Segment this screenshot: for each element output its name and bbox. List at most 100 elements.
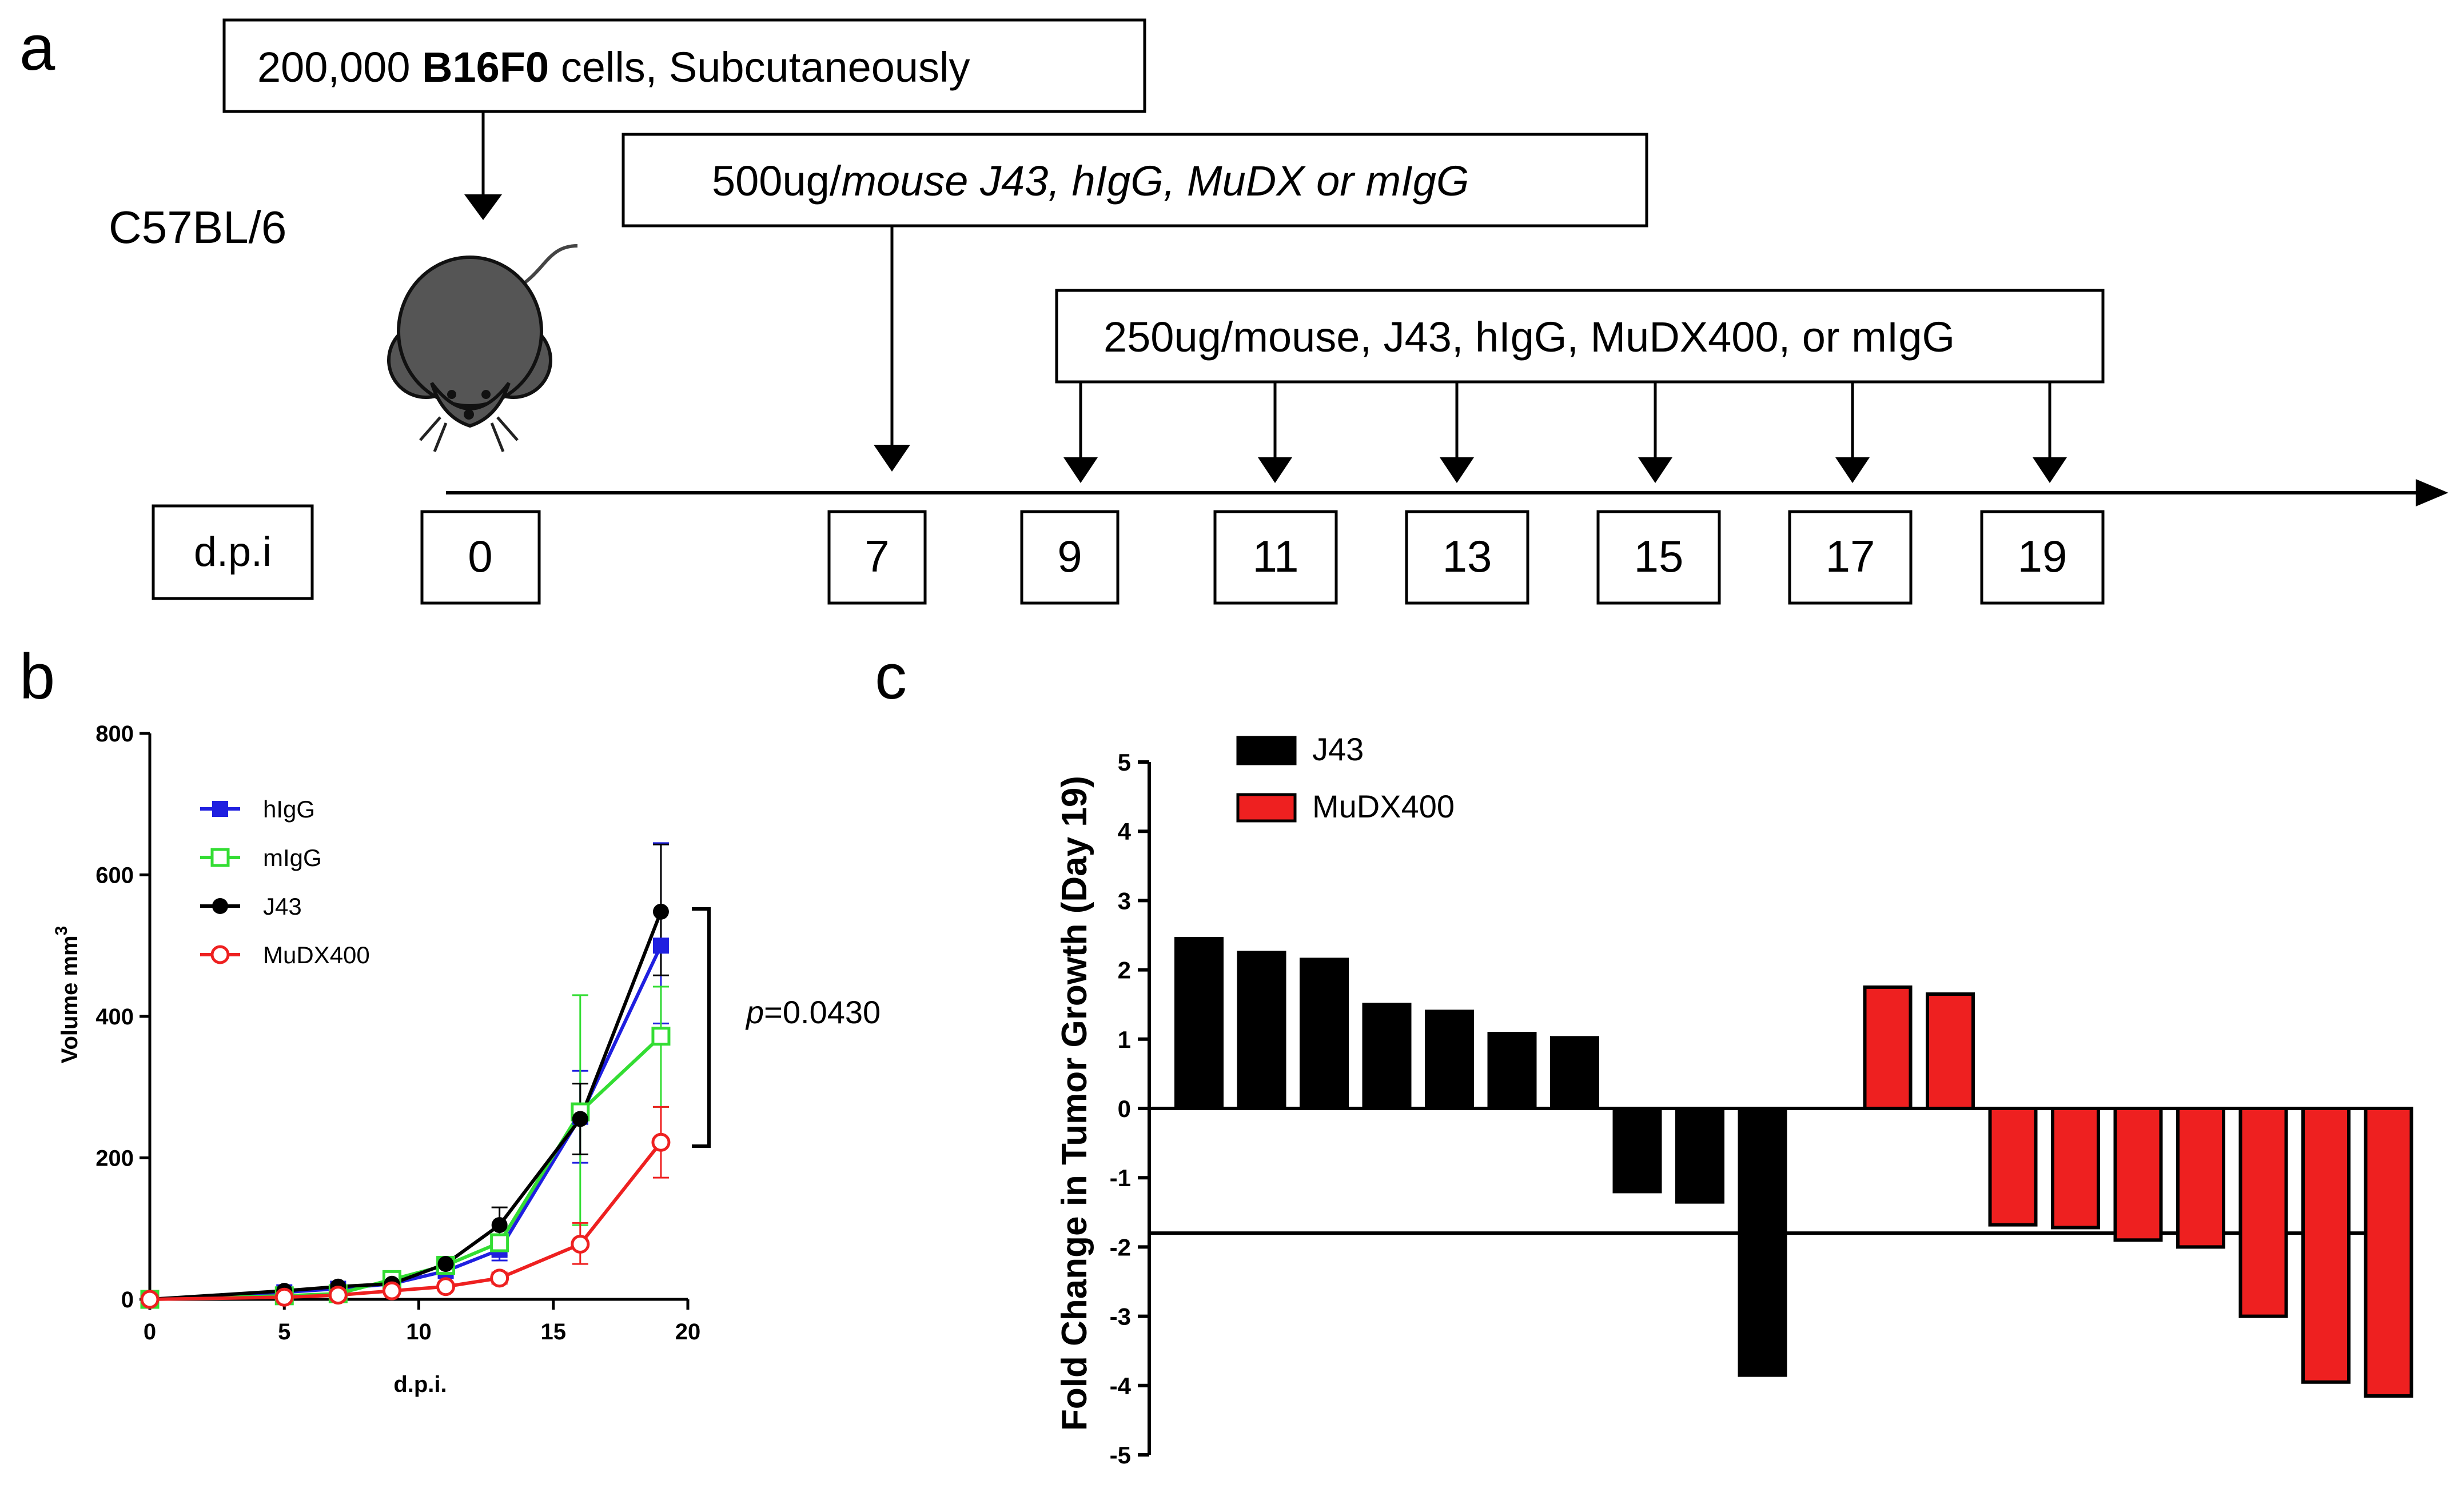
data-point-MuDX400 [571, 1234, 590, 1254]
bar-J43 [1237, 951, 1286, 1111]
y-tick-label: 4 [1118, 818, 1132, 845]
repeat-dose-box: 250ug/mouse, J43, hIgG, MuDX400, or mIgG [1055, 289, 2105, 384]
tumor-volume-chart: 0 200 400 600 800 0 5 10 15 20 hIgG mIgG J43 MuDX400… [52, 721, 881, 1397]
y-axis-title: Fold Change in Tumor Growth (Day 19) [1055, 776, 1094, 1431]
day-label: 19 [2018, 531, 2067, 581]
repeat-dose-arrows [1063, 382, 2067, 483]
y-axis-title: Volume mm3 [52, 926, 82, 1063]
repeat-dose-text: 250ug/mouse, J43, hIgG, MuDX400, or mIgG [1104, 313, 1955, 361]
data-point-MuDX400 [436, 1277, 456, 1296]
x-tick-label: 15 [541, 1319, 567, 1345]
y-tick-label: 1 [1118, 1026, 1131, 1053]
bar-J43 [1612, 1107, 1662, 1194]
fold-change-chart: 5 4 3 2 1 0 -1 -2 -3 -4 -5 J43 MuDX400 Fold Change … [1055, 731, 2413, 1469]
bar-J43 [1362, 1003, 1412, 1110]
panel-label-c: c [875, 641, 907, 712]
y-tick-label: 0 [121, 1287, 134, 1312]
y-tick-label: -1 [1110, 1164, 1131, 1191]
injection-text: 200,000 B16F0 cells, Subcutaneously [257, 43, 970, 91]
legend-marker-mIgG [210, 848, 230, 867]
data-point-MuDX400 [140, 1290, 160, 1309]
bar-J43 [1738, 1107, 1787, 1377]
day-label: 13 [1443, 531, 1492, 581]
bar-J43 [1675, 1107, 1724, 1204]
legend-label-hIgG: hIgG [263, 796, 315, 823]
bar-MuDX400 [2176, 1107, 2225, 1249]
day-label: 11 [1253, 531, 1299, 581]
data-point-MuDX400 [490, 1268, 509, 1288]
x-tick-label: 0 [144, 1319, 156, 1345]
significance-bracket [692, 907, 711, 1148]
data-point-J43 [491, 1217, 508, 1234]
data-point-MuDX400 [328, 1286, 348, 1305]
panel-label-b: b [19, 641, 55, 712]
legend-marker-MuDX400 [210, 945, 230, 964]
data-point-mIgG [490, 1233, 509, 1252]
x-tick-label: 20 [675, 1319, 701, 1345]
bar-J43 [1487, 1032, 1537, 1110]
data-point-MuDX400 [382, 1281, 401, 1300]
bar-MuDX400 [1988, 1107, 2038, 1227]
y-tick-label: 800 [95, 721, 134, 747]
first-dose-text: 500ug/mouse J43, hIgG, MuDX or mIgG [712, 157, 1469, 205]
day-label: 0 [468, 531, 492, 581]
legend-label-J43: J43 [1312, 731, 1364, 767]
y-tick-label: 3 [1118, 887, 1131, 914]
legend-label-J43: J43 [263, 893, 302, 920]
bar-J43 [1174, 937, 1224, 1111]
mouse-icon [387, 244, 578, 452]
bar-MuDX400 [2051, 1107, 2100, 1230]
day-label: 15 [1634, 531, 1684, 581]
bar-MuDX400 [2364, 1107, 2413, 1398]
bar-MuDX400 [2301, 1107, 2351, 1384]
x-tick-label: 5 [278, 1319, 290, 1345]
injection-arrowhead [464, 194, 502, 220]
y-tick-label: 400 [95, 1004, 134, 1030]
bar-J43 [1550, 1036, 1599, 1110]
bar-MuDX400 [2113, 1107, 2163, 1242]
data-point-J43 [572, 1111, 588, 1127]
y-tick-label: -3 [1110, 1303, 1131, 1330]
data-point-hIgG [652, 937, 669, 954]
data-point-J43 [437, 1256, 454, 1272]
data-point-J43 [652, 903, 669, 920]
data-point-mIgG [651, 1027, 671, 1046]
strain-label: C57BL/6 [109, 202, 286, 253]
legend-swatch-J43 [1236, 736, 1297, 765]
panel-label-a: a [19, 12, 55, 83]
day-label: 7 [865, 531, 889, 581]
injection-box: 200,000 B16F0 cells, Subcutaneously [222, 18, 1146, 113]
dpi-label-box [152, 504, 314, 600]
legend-label-mIgG: mIgG [263, 844, 322, 871]
legend-label-MuDX400: MuDX400 [263, 941, 370, 968]
bar-MuDX400 [1863, 985, 1913, 1111]
y-tick-label: 200 [95, 1146, 134, 1171]
legend-marker-hIgG [212, 801, 228, 817]
y-tick-label: -5 [1110, 1442, 1131, 1469]
y-tick-label: 600 [95, 863, 134, 888]
timeline-axis-arrowhead [2416, 479, 2448, 506]
y-tick-label: 0 [1118, 1095, 1131, 1122]
x-axis-title: d.p.i. [393, 1372, 447, 1397]
y-tick-label: -4 [1110, 1373, 1132, 1399]
y-tick-label: -2 [1110, 1234, 1131, 1260]
bar-MuDX400 [1926, 992, 1975, 1111]
data-point-MuDX400 [274, 1287, 294, 1307]
legend-label-MuDX400: MuDX400 [1312, 788, 1455, 824]
first-dose-arrowhead [874, 445, 910, 472]
day-label: 9 [1057, 531, 1082, 581]
bar-J43 [1300, 958, 1349, 1111]
series-line-mIgG [149, 1035, 663, 1301]
y-tick-label: 2 [1118, 957, 1131, 984]
data-point-MuDX400 [651, 1132, 671, 1152]
bar-J43 [1425, 1010, 1474, 1110]
dpi-label: d.p.i [194, 529, 272, 575]
p-value-annotation: p=0.0430 [745, 994, 881, 1030]
first-dose-box: 500ug/mouse J43, hIgG, MuDX or mIgG [622, 133, 1648, 228]
legend-swatch-MuDX400 [1236, 793, 1297, 823]
bar-MuDX400 [2238, 1107, 2288, 1318]
day-label: 17 [1826, 531, 1875, 581]
y-tick-label: 5 [1118, 749, 1131, 776]
x-tick-label: 10 [406, 1319, 432, 1345]
